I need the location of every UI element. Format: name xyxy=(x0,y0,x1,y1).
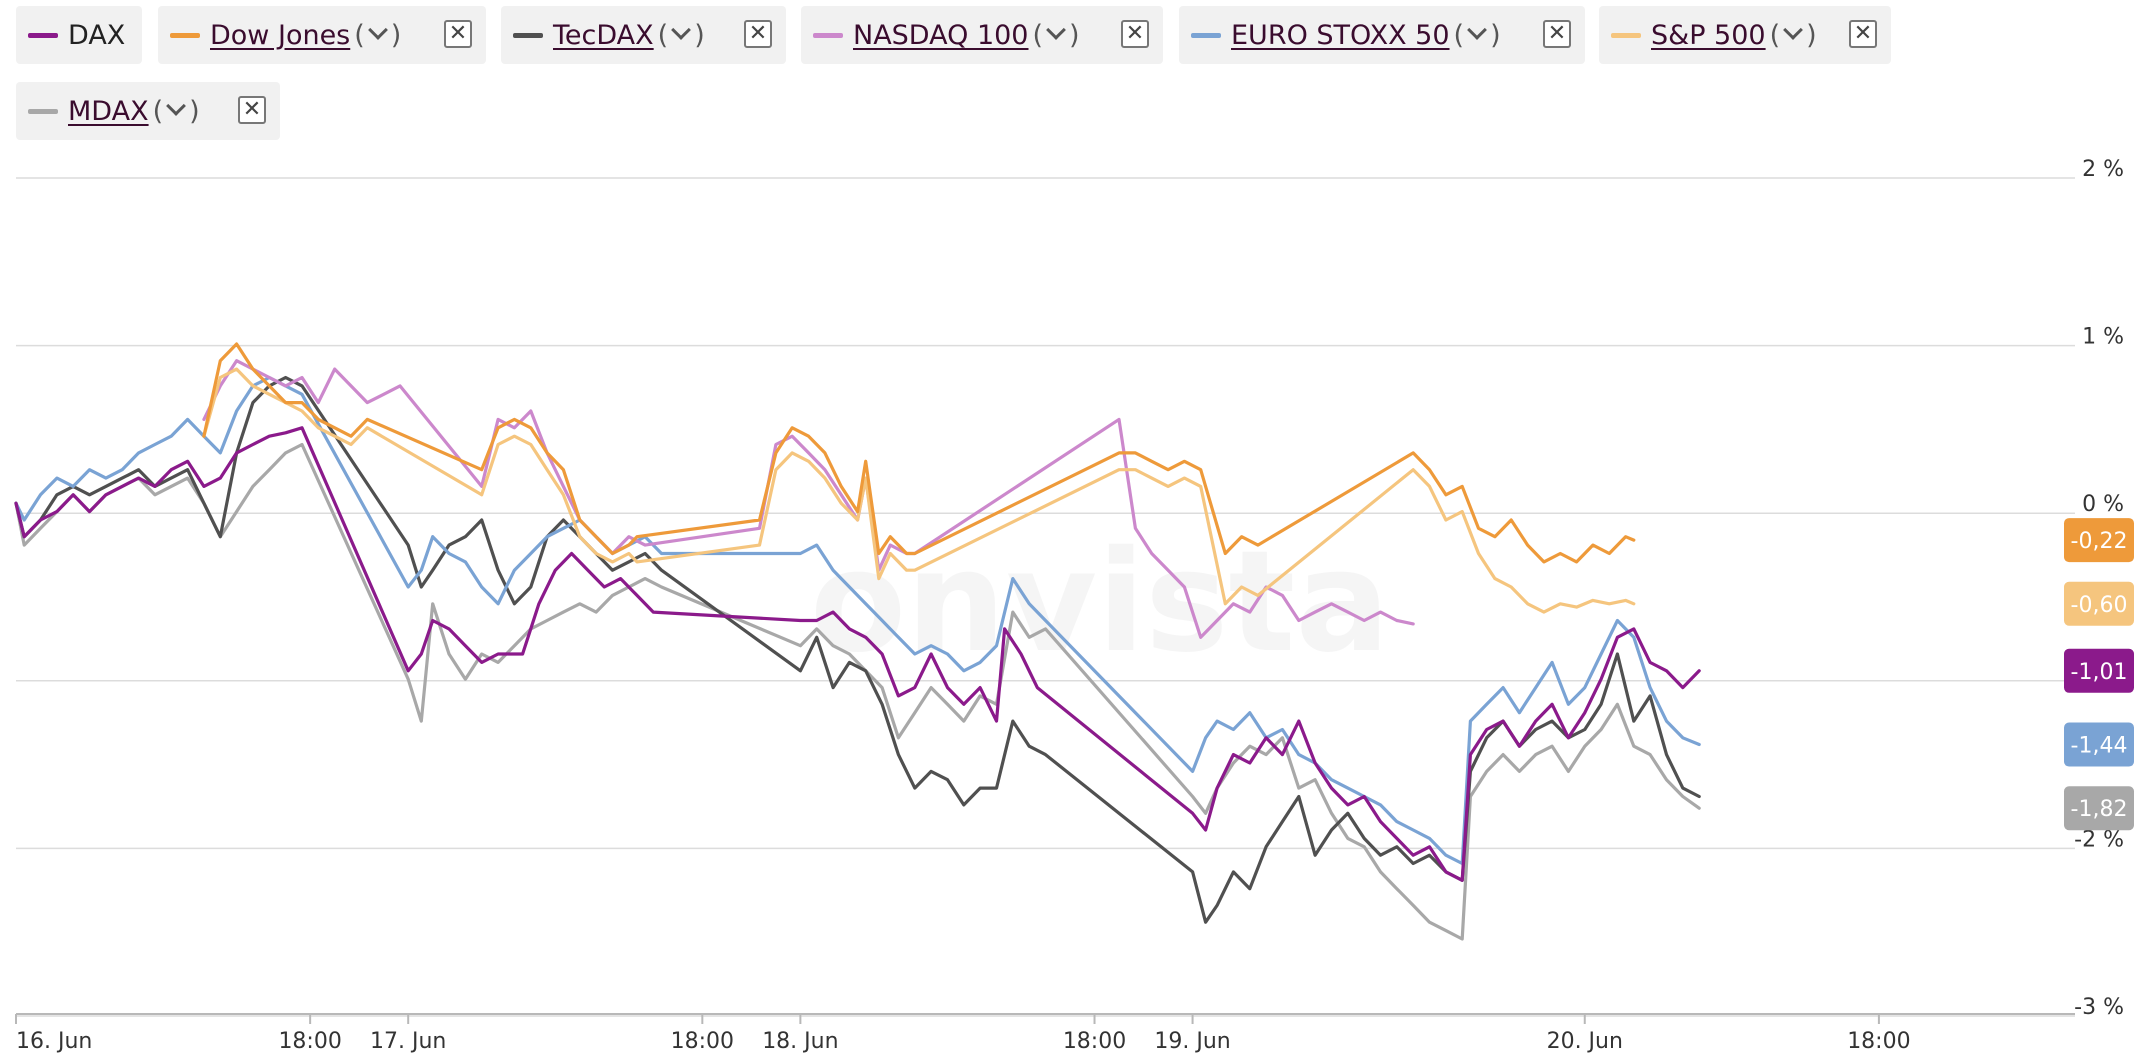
x-tick-label: 18:00 xyxy=(671,1029,734,1054)
legend-label[interactable]: MDAX xyxy=(68,95,149,127)
paren-close: ) xyxy=(1069,19,1080,51)
paren-close: ) xyxy=(189,95,200,127)
legend-swatch xyxy=(28,32,58,38)
end-value-label: -0,60 xyxy=(2071,593,2128,618)
end-value-badge xyxy=(2064,722,2134,767)
close-icon[interactable]: ✕ xyxy=(444,20,472,48)
legend-swatch xyxy=(1191,32,1221,38)
close-icon[interactable]: ✕ xyxy=(1121,20,1149,48)
paren-close: ) xyxy=(390,19,402,51)
legend-label[interactable]: S&P 500 xyxy=(1651,19,1766,51)
legend-swatch xyxy=(513,32,543,38)
close-icon[interactable]: ✕ xyxy=(1849,20,1877,48)
legend-label[interactable]: NASDAQ 100 xyxy=(853,19,1029,51)
legend-chip[interactable]: NASDAQ 100() ✕ xyxy=(801,6,1163,64)
x-tick-label: 17. Jun xyxy=(370,1029,446,1054)
legend-label[interactable]: Dow Jones xyxy=(210,19,351,51)
series-line-mdax[interactable] xyxy=(14,442,1701,941)
legend-chip[interactable]: S&P 500() ✕ xyxy=(1599,6,1891,64)
paren-open: ( xyxy=(152,95,164,127)
close-icon[interactable]: ✕ xyxy=(1543,20,1571,48)
dropdown-toggle[interactable]: () xyxy=(1770,20,1817,51)
close-icon[interactable]: ✕ xyxy=(744,20,772,48)
legend-chip[interactable]: MDAX() ✕ xyxy=(16,82,280,140)
legend-chip[interactable]: DAX xyxy=(16,6,142,64)
legend-chip[interactable]: TecDAX() ✕ xyxy=(501,6,786,64)
paren-close: ) xyxy=(694,19,705,51)
paren-open: ( xyxy=(354,19,365,51)
paren-open: ( xyxy=(657,19,669,51)
legend-swatch xyxy=(170,32,200,38)
legend-chip[interactable]: Dow Jones() ✕ xyxy=(158,6,486,64)
y-tick-label: 0 % xyxy=(2082,492,2124,517)
legend-label[interactable]: EURO STOXX 50 xyxy=(1231,19,1450,51)
series-line-euro-stoxx-50[interactable] xyxy=(14,375,1701,866)
x-tick-label: 18:00 xyxy=(1063,1029,1126,1054)
series-line-dow-jones[interactable] xyxy=(202,342,1636,564)
legend-swatch xyxy=(28,108,58,114)
legend-label: DAX xyxy=(68,19,126,51)
legend-label[interactable]: TecDAX xyxy=(553,19,654,51)
paren-close: ) xyxy=(1490,19,1501,51)
close-icon[interactable]: ✕ xyxy=(238,96,266,124)
end-value-badge xyxy=(2064,786,2134,831)
dropdown-toggle[interactable]: () xyxy=(153,96,200,127)
legend-swatch xyxy=(813,32,843,38)
end-value-badges: -0,22 -0,60 -1,01 -1,44 -1,82 xyxy=(2064,518,2134,831)
end-value-badge xyxy=(2064,581,2134,626)
end-value-label: -1,44 xyxy=(2071,734,2128,759)
y-tick-label: 2 % xyxy=(2082,157,2124,182)
paren-open: ( xyxy=(1453,19,1465,51)
paren-open: ( xyxy=(1769,19,1781,51)
y-tick-label: -3 % xyxy=(2074,995,2124,1020)
end-value-label: -0,22 xyxy=(2071,529,2128,554)
series-layer xyxy=(14,342,1701,941)
grid: 2 % 1 % 0 % -2 % -3 % xyxy=(16,157,2124,1020)
x-tick-label: 20. Jun xyxy=(1547,1029,1623,1054)
y-tick-label: -2 % xyxy=(2074,827,2124,852)
dropdown-toggle[interactable]: () xyxy=(354,20,401,51)
x-tick-label: 18. Jun xyxy=(762,1029,838,1054)
series-line-dax[interactable] xyxy=(14,426,1701,882)
x-tick-label: 18:00 xyxy=(1847,1029,1910,1054)
dropdown-toggle[interactable]: () xyxy=(1033,20,1080,51)
legend-chip[interactable]: EURO STOXX 50() ✕ xyxy=(1179,6,1585,64)
end-value-badge xyxy=(2064,648,2134,693)
paren-close: ) xyxy=(1806,19,1817,51)
dropdown-toggle[interactable]: () xyxy=(658,20,705,51)
end-value-badge xyxy=(2064,518,2134,563)
legend-swatch xyxy=(1611,32,1641,38)
series-line-s-p-500[interactable] xyxy=(202,367,1636,614)
x-tick-label: 16. Jun xyxy=(16,1029,92,1054)
end-value-label: -1,82 xyxy=(2071,797,2128,822)
x-tick-label: 19. Jun xyxy=(1154,1029,1230,1054)
x-axis: 16. Jun 18:00 17. Jun 18:00 18. Jun 18:00 19. … xyxy=(15,1013,2075,1054)
x-tick-label: 18:00 xyxy=(278,1029,341,1054)
y-tick-label: 1 % xyxy=(2082,325,2124,350)
dropdown-toggle[interactable]: () xyxy=(1454,20,1501,51)
end-value-label: -1,01 xyxy=(2071,660,2128,685)
paren-open: ( xyxy=(1032,19,1044,51)
